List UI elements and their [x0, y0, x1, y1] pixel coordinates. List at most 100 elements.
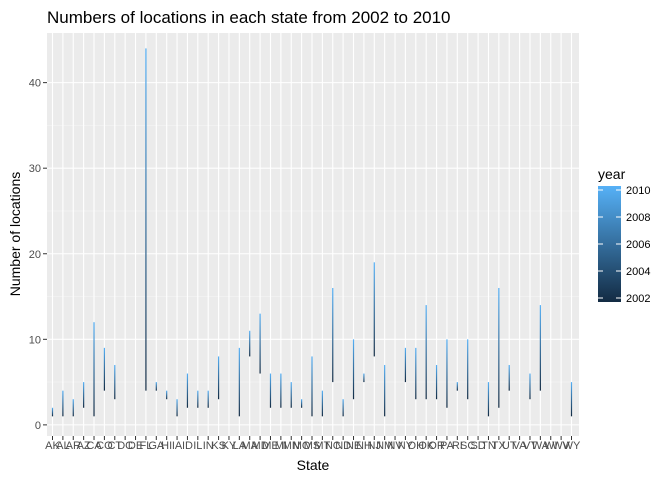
y-tick-label: 0 — [35, 420, 41, 432]
x-tick-label: WY — [563, 440, 581, 452]
x-tick-label: KS — [211, 440, 226, 452]
bar-md — [259, 313, 261, 374]
x-tick-label: NJ — [368, 440, 381, 452]
bar-mt — [321, 390, 323, 417]
x-tick-label: NV — [387, 440, 403, 452]
x-tick-label: MA — [241, 440, 258, 452]
x-tick-label: IN — [203, 440, 214, 452]
bar-id — [186, 373, 189, 408]
x-axis-title: State — [297, 457, 330, 473]
bar-oh — [415, 347, 417, 400]
bar-hi — [166, 390, 168, 400]
bar-nc — [332, 287, 334, 383]
bar-ri — [456, 382, 458, 391]
bar-mo — [301, 399, 303, 408]
bar-az — [83, 382, 85, 408]
x-tick-label: CO — [96, 440, 113, 452]
bar-mn — [290, 382, 292, 408]
bar-al — [62, 390, 64, 417]
x-tick-label: LA — [233, 440, 247, 452]
bar-sc — [467, 339, 469, 400]
bar-ct — [114, 364, 116, 400]
bar-co — [103, 347, 105, 391]
legend-tick-label: 2008 — [626, 212, 650, 224]
x-tick-label: MI — [275, 440, 287, 452]
bar-nj — [373, 262, 375, 357]
legend: year 2010 2008 2006 2004 2002 — [598, 166, 650, 305]
legend-tick-label: 2010 — [626, 185, 650, 197]
legend-title: year — [598, 166, 626, 182]
x-tick-label: OH — [408, 440, 425, 452]
x-tick-label: MN — [283, 440, 300, 452]
bar-nh — [363, 373, 365, 383]
bar-nm — [384, 364, 386, 417]
x-tick-label: NY — [398, 440, 414, 452]
x-tick-label: OK — [418, 440, 435, 452]
x-tick-label: WV — [552, 440, 570, 452]
bar-ia — [176, 399, 178, 417]
x-tick-label: ID — [182, 440, 193, 452]
bar-ga — [155, 382, 157, 391]
x-tick-label: TX — [492, 440, 507, 452]
x-tick-label: OR — [428, 440, 445, 452]
legend-tick-label: 2004 — [626, 266, 650, 278]
chart-title: Numbers of locations in each state from … — [47, 8, 451, 27]
bar-tx — [498, 287, 500, 408]
bar-ne — [352, 339, 355, 400]
bar-vt — [529, 373, 531, 400]
x-tick-label: MT — [314, 440, 330, 452]
x-tick-label: AL — [56, 440, 69, 452]
bar-ma — [249, 330, 251, 357]
legend-colorbar — [598, 186, 621, 302]
bar-il — [197, 390, 199, 408]
legend-tick-label: 2002 — [626, 293, 650, 305]
x-tick-label: TN — [481, 440, 496, 452]
x-tick-label: CT — [107, 440, 122, 452]
x-tick-label: MD — [252, 440, 269, 452]
bar-ak — [51, 407, 54, 417]
bar-ar — [72, 399, 74, 417]
x-tick-label: KY — [222, 440, 237, 452]
bar-wa — [539, 305, 541, 391]
y-tick-label: 10 — [29, 334, 41, 346]
bar-wy — [570, 382, 573, 417]
x-tick-label: VA — [513, 440, 528, 452]
x-tick-label: NC — [325, 440, 341, 452]
x-tick-label: ND — [335, 440, 351, 452]
x-tick-label: UT — [502, 440, 517, 452]
y-tick-label: 40 — [29, 78, 41, 90]
bar-ok — [425, 305, 427, 400]
legend-tick-label: 2006 — [626, 239, 650, 251]
x-tick-label: NM — [376, 440, 393, 452]
y-axis-title: Number of locations — [7, 172, 23, 297]
y-tick-label: 20 — [29, 249, 41, 261]
bar-tn — [487, 382, 490, 417]
x-tick-label: MO — [293, 440, 311, 452]
bar-or — [435, 364, 438, 400]
x-tick-label: WI — [544, 440, 557, 452]
y-tick-label: 30 — [29, 163, 41, 175]
bar-ca — [93, 322, 95, 417]
x-tick-label: ME — [262, 440, 279, 452]
x-tick-label: HI — [161, 440, 172, 452]
bar-nd — [342, 399, 344, 417]
x-tick-label: SD — [470, 440, 485, 452]
x-tick-label: PA — [440, 440, 455, 452]
x-tick-label: NE — [346, 440, 361, 452]
bar-ks — [217, 356, 220, 400]
x-tick-label: GA — [148, 440, 165, 452]
bar-ut — [508, 364, 510, 391]
bar-fl — [145, 48, 147, 391]
x-tick-label: IL — [193, 440, 202, 452]
x-tick-label: AZ — [77, 440, 91, 452]
x-tick-label: WA — [532, 440, 550, 452]
x-tick-label: DC — [117, 440, 133, 452]
x-tick-label: CA — [86, 440, 102, 452]
legend-ticks: 2010 2008 2006 2004 2002 — [598, 185, 650, 305]
x-tick-label: SC — [460, 440, 475, 452]
x-tick-label: VT — [523, 440, 537, 452]
x-tick-label: IA — [172, 440, 183, 452]
bar-la — [238, 347, 240, 417]
